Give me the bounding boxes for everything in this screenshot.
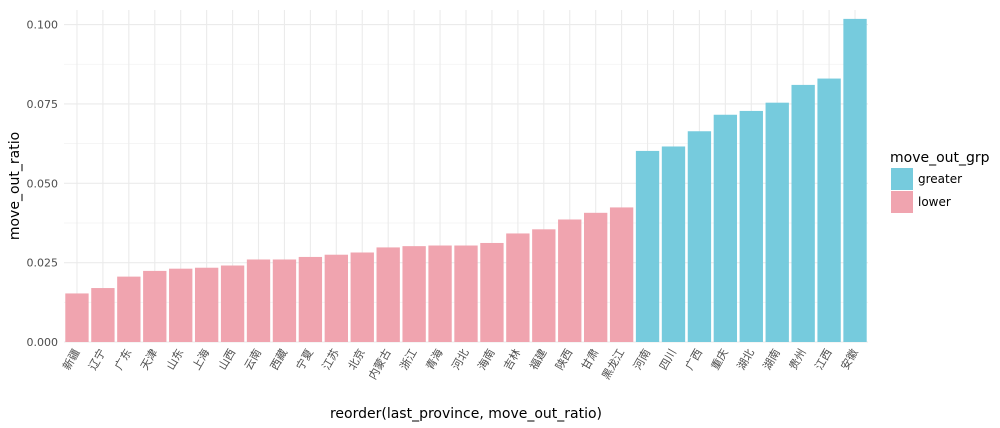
x-tick-label: 广西 — [683, 347, 705, 373]
x-tick-label: 海南 — [474, 346, 497, 372]
x-axis-title: reorder(last_province, move_out_ratio) — [330, 406, 602, 422]
legend-title: move_out_grp — [890, 150, 990, 166]
bar — [739, 110, 763, 342]
bar — [298, 256, 323, 342]
x-tick-label: 福建 — [526, 346, 549, 372]
legend-swatch — [891, 191, 913, 213]
bar — [454, 245, 478, 342]
bar — [584, 212, 608, 342]
bar — [765, 102, 789, 342]
x-tick-label: 北京 — [345, 346, 368, 372]
x-tick-label: 天津 — [138, 347, 160, 373]
x-tick-label: 贵州 — [787, 347, 809, 373]
bar — [246, 259, 271, 342]
bar — [687, 131, 712, 342]
bar — [817, 78, 841, 342]
x-tick-label: 陕西 — [552, 346, 575, 372]
x-axis-ticks: 新疆 辽宁 广东 天津 山东 上海 山西 云南 西藏 宁夏 江苏 北京内蒙古 浙江 青海 河北 海南 吉林 福建陕… — [59, 346, 860, 382]
x-tick-label: 江苏 — [320, 347, 342, 373]
bar — [558, 219, 582, 342]
y-axis-title: move_out_ratio — [7, 132, 23, 240]
x-tick-label: 甘肃 — [579, 347, 601, 373]
x-tick-label: 上海 — [189, 346, 212, 372]
bar — [609, 207, 634, 342]
x-tick-label: 重庆 — [708, 346, 731, 372]
bar — [506, 233, 530, 342]
x-tick-label: 宁夏 — [293, 346, 316, 372]
bar — [635, 150, 660, 342]
x-tick-label: 西藏 — [268, 347, 290, 373]
legend-label: greater — [918, 172, 962, 186]
bar — [169, 268, 193, 342]
x-tick-label: 浙江 — [397, 347, 419, 373]
x-tick-label: 青海 — [423, 346, 446, 372]
bar — [791, 84, 815, 342]
x-tick-label: 山西 — [216, 347, 238, 373]
bars — [65, 18, 867, 343]
bar — [480, 242, 504, 342]
bar — [194, 267, 219, 342]
bar — [713, 114, 738, 342]
y-tick-label: 0.000 — [27, 336, 59, 349]
y-tick-label: 0.050 — [27, 177, 59, 190]
bar — [65, 293, 89, 342]
y-tick-label: 0.025 — [27, 257, 59, 270]
x-tick-label: 安徽 — [838, 346, 861, 372]
bar — [376, 247, 400, 342]
bar — [843, 18, 867, 343]
x-tick-label: 内蒙古 — [365, 346, 394, 382]
x-tick-label: 山东 — [164, 347, 186, 373]
y-axis-ticks: 0.000 0.025 0.050 0.075 0.100 — [27, 19, 59, 349]
bar — [91, 288, 115, 342]
bar — [402, 246, 426, 342]
bar — [117, 276, 141, 342]
bar — [661, 146, 686, 342]
x-tick-label: 湖南 — [761, 347, 783, 373]
x-tick-label: 黑龙江 — [599, 347, 627, 382]
x-tick-label: 江西 — [812, 347, 834, 373]
bar — [532, 229, 556, 342]
x-tick-label: 新疆 — [59, 346, 82, 372]
y-tick-label: 0.100 — [27, 19, 59, 32]
x-tick-label: 吉林 — [500, 346, 523, 372]
legend-swatch — [891, 168, 913, 190]
x-tick-label: 云南 — [242, 347, 264, 373]
x-tick-label: 湖北 — [735, 347, 757, 373]
bar — [272, 259, 297, 342]
legend-label: lower — [918, 195, 951, 209]
bar — [324, 254, 348, 342]
bar — [350, 252, 374, 342]
y-tick-label: 0.075 — [27, 98, 59, 111]
x-tick-label: 河北 — [449, 347, 471, 373]
legend: move_out_grp greater lower — [890, 150, 990, 213]
x-tick-label: 广东 — [112, 347, 134, 373]
x-tick-label: 辽宁 — [85, 346, 108, 372]
x-tick-label: 四川 — [657, 347, 679, 373]
bar — [428, 245, 452, 342]
x-tick-label: 河南 — [631, 347, 653, 373]
bar — [220, 265, 245, 342]
bar — [143, 270, 167, 342]
